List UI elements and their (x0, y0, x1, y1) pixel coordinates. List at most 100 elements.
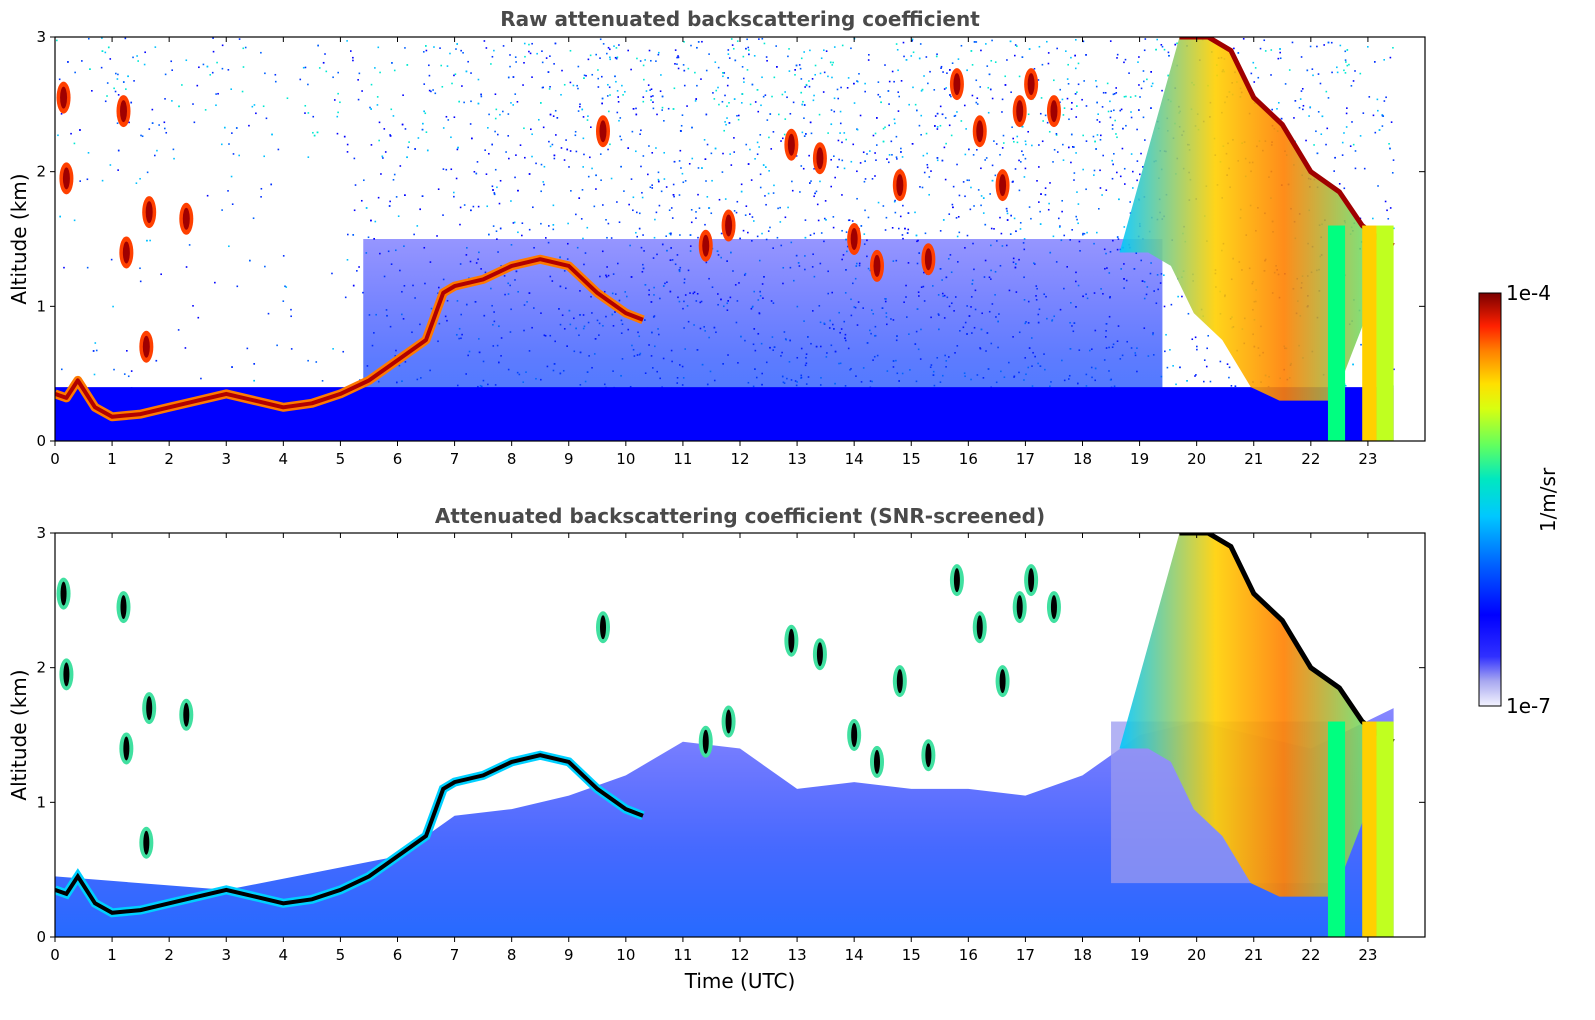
noise-pixel (263, 155, 266, 158)
noise-pixel (901, 234, 904, 236)
noise-pixel (1316, 45, 1318, 48)
noise-pixel (847, 77, 850, 79)
noise-pixel (455, 177, 458, 180)
noise-pixel (513, 221, 516, 224)
noise-pixel (673, 195, 675, 198)
noise-pixel (1076, 191, 1078, 193)
noise-pixel (125, 88, 127, 90)
noise-pixel (809, 182, 811, 184)
noise-pixel (972, 154, 975, 156)
noise-pixel (299, 78, 302, 81)
noise-pixel (543, 165, 546, 168)
noise-pixel (1075, 215, 1078, 218)
noise-pixel (648, 49, 651, 52)
noise-pixel (642, 234, 644, 236)
noise-pixel (638, 212, 641, 215)
noise-pixel (695, 211, 697, 213)
cloud-core (1016, 595, 1023, 620)
noise-pixel (739, 237, 741, 240)
noise-pixel (117, 94, 120, 96)
noise-pixel (1085, 188, 1087, 191)
noise-pixel (867, 59, 870, 61)
noise-pixel (445, 168, 448, 171)
noise-pixel (914, 211, 916, 214)
noise-pixel (597, 77, 600, 80)
noise-pixel (1392, 46, 1394, 49)
noise-pixel (930, 170, 932, 172)
noise-pixel (1077, 62, 1080, 65)
noise-pixel (704, 158, 707, 160)
noise-pixel (994, 174, 997, 177)
noise-pixel (1346, 64, 1349, 67)
noise-pixel (555, 134, 557, 136)
noise-pixel (1082, 233, 1084, 236)
noise-pixel (809, 234, 812, 236)
noise-pixel (1330, 41, 1333, 44)
noise-pixel (631, 130, 634, 133)
noise-pixel (428, 89, 431, 92)
noise-pixel (1047, 62, 1050, 65)
cloud-core (851, 723, 858, 747)
noise-pixel (794, 69, 796, 71)
x-tick-label: 5 (336, 946, 346, 964)
noise-pixel (988, 73, 991, 76)
noise-pixel (1325, 143, 1327, 146)
noise-pixel (984, 159, 986, 161)
noise-pixel (560, 147, 563, 149)
noise-pixel (649, 186, 652, 189)
noise-pixel (81, 60, 83, 62)
noise-pixel (1138, 84, 1140, 86)
noise-pixel (841, 159, 844, 162)
noise-pixel (862, 151, 865, 154)
noise-pixel (1242, 38, 1245, 40)
noise-pixel (769, 226, 771, 229)
noise-pixel (276, 344, 278, 347)
noise-pixel (668, 232, 671, 235)
noise-pixel (690, 44, 692, 47)
noise-pixel (1234, 385, 1237, 388)
noise-pixel (509, 65, 511, 68)
noise-pixel (920, 90, 923, 92)
noise-pixel (424, 112, 427, 115)
noise-pixel (1123, 61, 1125, 64)
noise-pixel (582, 166, 584, 168)
noise-pixel (986, 65, 989, 67)
noise-pixel (663, 178, 666, 180)
noise-pixel (74, 71, 76, 74)
noise-pixel (73, 142, 76, 145)
noise-pixel (156, 149, 158, 152)
noise-pixel (523, 127, 525, 130)
noise-pixel (757, 110, 760, 113)
noise-pixel (458, 100, 461, 103)
noise-pixel (1305, 139, 1307, 142)
noise-pixel (383, 128, 386, 130)
noise-pixel (836, 88, 839, 91)
noise-pixel (463, 204, 466, 206)
noise-pixel (759, 186, 762, 189)
noise-pixel (1025, 143, 1027, 146)
noise-pixel (756, 153, 759, 156)
x-tick-label: 8 (507, 450, 517, 468)
noise-pixel (1291, 41, 1294, 44)
noise-pixel (404, 47, 406, 49)
noise-pixel (154, 154, 156, 157)
noise-pixel (91, 90, 93, 92)
noise-pixel (843, 132, 846, 134)
noise-pixel (181, 84, 183, 86)
noise-pixel (60, 113, 63, 115)
noise-pixel (1150, 71, 1152, 73)
noise-pixel (1389, 147, 1391, 150)
noise-pixel (1063, 107, 1066, 109)
noise-pixel (1393, 227, 1395, 230)
noise-pixel (918, 57, 921, 60)
noise-pixel (677, 67, 680, 70)
noise-pixel (632, 108, 635, 110)
noise-pixel (683, 69, 686, 72)
noise-pixel (290, 308, 292, 311)
noise-pixel (1059, 225, 1061, 228)
noise-pixel (809, 49, 811, 52)
noise-pixel (977, 189, 980, 191)
noise-pixel (641, 196, 644, 199)
noise-pixel (786, 96, 788, 99)
noise-pixel (771, 95, 773, 98)
